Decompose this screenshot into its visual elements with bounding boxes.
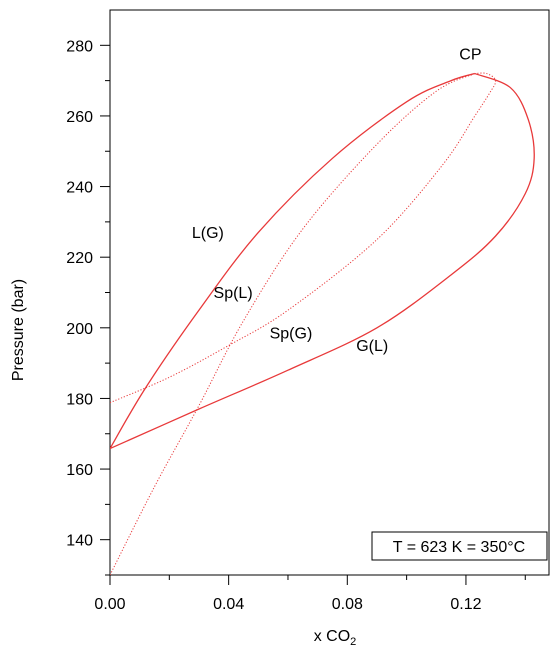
axes: 0.00 0.04 0.08 0.12 140 160 180 200 220 240 260 280: [66, 10, 549, 613]
annotation-sp-g: Sp(G): [270, 325, 313, 342]
x-axis-title: x CO2: [314, 628, 357, 648]
y-tick-label: 140: [66, 533, 93, 550]
series-line-sp-l: [110, 74, 475, 575]
temperature-box: T = 623 K = 350°C: [372, 532, 547, 560]
y-tick-label: 280: [66, 38, 93, 55]
x-axis-title-subscript: 2: [350, 636, 356, 648]
x-axis-title-main: x CO: [314, 628, 350, 645]
annotations-group: CP L(G) Sp(L) Sp(G) G(L): [192, 46, 482, 354]
x-tick-label: 0.04: [213, 596, 244, 613]
y-tick-label: 240: [66, 180, 93, 197]
y-tick-label: 160: [66, 462, 93, 479]
annotation-g-l: G(L): [356, 338, 388, 355]
y-axis-title: Pressure (bar): [10, 279, 27, 381]
y-tick-label: 200: [66, 321, 93, 338]
plot-frame: [110, 10, 549, 575]
annotation-l-g: L(G): [192, 225, 224, 242]
x-tick-label: 0.00: [94, 596, 125, 613]
y-tick-label: 260: [66, 109, 93, 126]
annotation-sp-l: Sp(L): [214, 285, 253, 302]
series-line-l-g: [110, 74, 475, 449]
y-tick-label: 220: [66, 250, 93, 267]
annotation-cp: CP: [459, 46, 481, 63]
x-tick-label: 0.12: [450, 596, 481, 613]
y-tick-label: 180: [66, 391, 93, 408]
series-line-g-l: [110, 74, 534, 449]
series-group: [110, 73, 534, 575]
temperature-label: T = 623 K = 350°C: [393, 539, 525, 556]
x-tick-label: 0.08: [332, 596, 363, 613]
